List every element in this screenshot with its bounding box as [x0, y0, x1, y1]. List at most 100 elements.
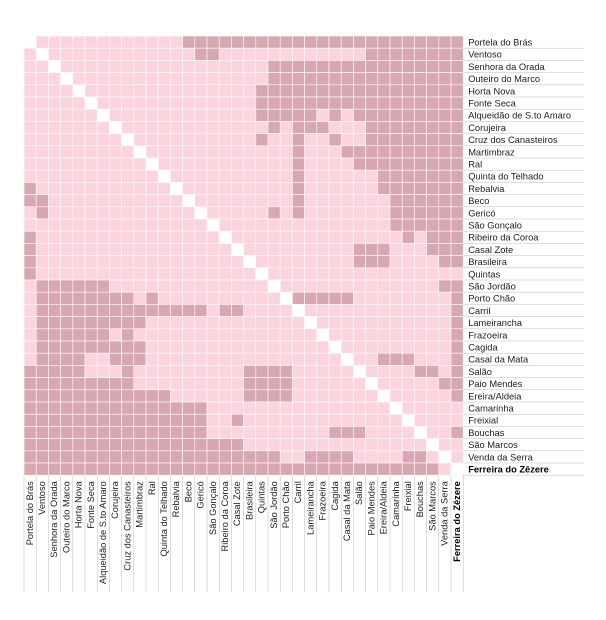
matrix-cell: [243, 340, 257, 354]
matrix-cell: [23, 96, 37, 110]
column-label: São Jordão: [269, 481, 279, 529]
matrix-cell: [60, 352, 74, 366]
matrix-cell: [84, 438, 98, 452]
matrix-cell: [231, 84, 244, 98]
matrix-cell: [231, 438, 244, 452]
matrix-cell: [389, 108, 403, 122]
matrix-cell: [206, 401, 220, 415]
matrix-cell: [145, 267, 159, 281]
matrix-cell: [328, 206, 342, 220]
row-label: Alqueidão de S.to Amaro: [468, 111, 571, 121]
matrix-cell: [84, 352, 98, 366]
matrix-cell: [255, 328, 269, 342]
matrix-cell: [194, 194, 208, 208]
matrix-cell: [267, 230, 281, 244]
matrix-cell: [72, 182, 86, 195]
matrix-cell: [72, 304, 86, 317]
matrix-cell: [450, 169, 464, 183]
matrix-cell: [426, 133, 440, 147]
matrix-cell: [84, 243, 98, 256]
matrix-cell: [353, 450, 366, 464]
matrix-cell: [145, 218, 159, 232]
matrix-cell: [133, 60, 147, 73]
matrix-cell: [23, 255, 37, 269]
matrix-cell: [414, 60, 427, 73]
column-label: Ereira/Aldeia: [379, 480, 389, 534]
matrix-cell: [182, 157, 196, 171]
matrix-cell: [170, 230, 183, 244]
matrix-cell: [145, 194, 159, 208]
matrix-cell: [60, 462, 74, 476]
row-label: Ferreira do Zêzere: [468, 465, 549, 475]
matrix-cell: [170, 401, 183, 415]
matrix-cell: [292, 72, 305, 86]
matrix-cell: [48, 377, 61, 391]
matrix-cell: [231, 60, 244, 73]
matrix-cell: [182, 340, 196, 354]
matrix-cell: [414, 206, 427, 220]
matrix-cell: [401, 352, 415, 366]
matrix-cell: [133, 121, 147, 134]
matrix-cell: [438, 35, 452, 49]
matrix-cell: [182, 462, 196, 476]
matrix-cell: [377, 243, 391, 256]
matrix-cell: [340, 426, 354, 439]
matrix-cell: [206, 462, 220, 476]
matrix-cell: [316, 230, 330, 244]
matrix-cell: [426, 108, 440, 122]
matrix-cell: [170, 47, 183, 61]
matrix-cell: [414, 47, 427, 61]
matrix-cell: [35, 157, 49, 171]
matrix-cell: [365, 377, 379, 391]
matrix-cell: [60, 413, 74, 427]
matrix-cell: [23, 291, 37, 305]
matrix-cell: [72, 84, 86, 98]
matrix-cell: [182, 426, 196, 439]
matrix-cell: [267, 291, 281, 305]
matrix-cell: [84, 121, 98, 134]
matrix-cell: [304, 328, 318, 342]
matrix-cell: [340, 304, 354, 317]
matrix-cell: [121, 304, 135, 317]
matrix-cell: [218, 133, 232, 147]
matrix-cell: [450, 255, 464, 269]
column-label: Beco: [183, 481, 193, 502]
matrix-cell: [182, 413, 196, 427]
matrix-cell: [206, 96, 220, 110]
row-label: Senhora da Orada: [468, 62, 545, 72]
matrix-cell: [157, 108, 171, 122]
matrix-cell: [267, 462, 281, 476]
matrix-cell: [145, 389, 159, 403]
row-label: Porto Chão: [468, 294, 515, 304]
matrix-cell: [267, 450, 281, 464]
matrix-cell: [109, 279, 122, 293]
matrix-cell: [133, 352, 147, 366]
matrix-cell: [401, 291, 415, 305]
matrix-cell: [48, 267, 61, 281]
matrix-cell: [96, 450, 110, 464]
matrix-cell: [170, 450, 183, 464]
matrix-cell: [109, 218, 122, 232]
matrix-cell: [109, 462, 122, 476]
matrix-cell: [389, 328, 403, 342]
matrix-cell: [194, 462, 208, 476]
matrix-cell: [157, 72, 171, 86]
matrix-cell: [206, 365, 220, 378]
matrix-cell: [35, 328, 49, 342]
matrix-cell: [438, 84, 452, 98]
row-label: Paio Mendes: [468, 379, 523, 389]
matrix-cell: [157, 377, 171, 391]
matrix-cell: [231, 291, 244, 305]
matrix-cell: [60, 291, 74, 305]
matrix-cell: [279, 389, 293, 403]
matrix-cell: [133, 145, 147, 159]
column-labels: Portela do Brás Ventoso Senhora da Orada Ou…: [25, 480, 462, 584]
matrix-cell: [182, 352, 196, 366]
matrix-cell: [109, 84, 122, 98]
matrix-cell: [450, 206, 464, 220]
matrix-cell: [121, 352, 135, 366]
matrix-cell: [292, 328, 305, 342]
matrix-cell: [304, 157, 318, 171]
matrix-cell: [157, 243, 171, 256]
matrix-cell: [438, 206, 452, 220]
